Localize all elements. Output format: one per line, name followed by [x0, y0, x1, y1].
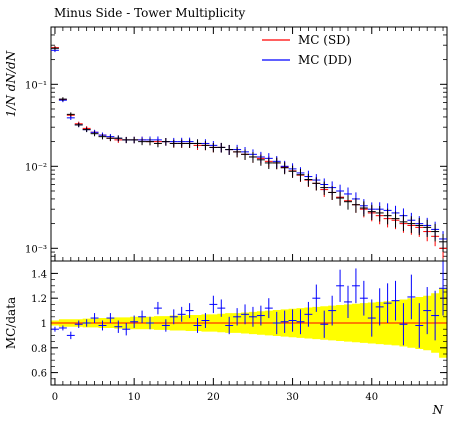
ratio-y-tick-label: 1.2 — [31, 294, 47, 305]
chart-title: Minus Side - Tower Multiplicity — [54, 6, 246, 20]
ratio-panel: 0.6 0.8 1 1.2 1.4 MC/data N — [4, 260, 448, 417]
ratio-panel-frame — [50, 260, 448, 386]
y-axis-label-top: 1/N dN/dN — [4, 50, 18, 117]
x-tick-label: 0 — [52, 392, 58, 403]
x-tick-label: 10 — [128, 392, 141, 403]
legend: MC (SD) MC (DD) — [262, 33, 352, 67]
legend-label-sd: MC (SD) — [298, 33, 351, 47]
x-tick-label: 30 — [286, 392, 299, 403]
x-tick-label: 20 — [207, 392, 220, 403]
ratio-y-tick-label: 0.6 — [31, 369, 47, 380]
legend-label-dd: MC (DD) — [298, 53, 352, 67]
ratio-y-tick-label: 0.8 — [31, 344, 47, 355]
main-panel: 10⁻³ 10⁻² 10⁻¹ 0 10 20 30 40 1/N dN/dN — [4, 26, 448, 403]
y-axis-label-bottom: MC/data — [4, 297, 18, 349]
y-tick-label: 10⁻³ — [25, 244, 47, 255]
y-tick-label: 10⁻² — [25, 162, 47, 173]
y-tick-label: 10⁻¹ — [25, 80, 47, 91]
x-axis-label: N — [432, 403, 444, 417]
ratio-y-tick-label: 1 — [41, 319, 47, 330]
x-tick-label: 40 — [365, 392, 378, 403]
ratio-y-tick-label: 1.4 — [31, 269, 47, 280]
